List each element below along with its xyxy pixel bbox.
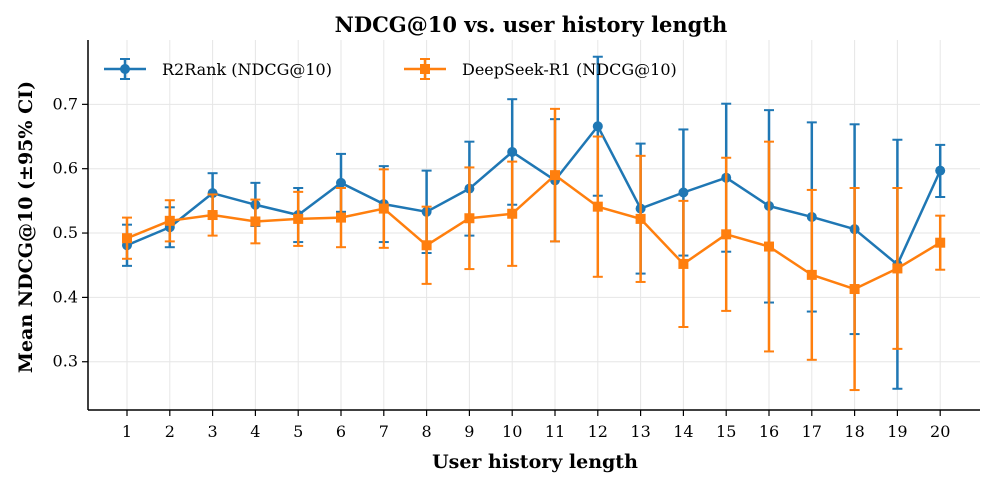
grid [88,40,980,410]
x-tick-label: 5 [293,422,303,441]
legend: R2Rank (NDCG@10) DeepSeek-R1 (NDCG@10) [104,58,677,80]
x-tick-label: 11 [545,422,565,441]
data-point [122,233,132,244]
y-tick-label: 0.5 [53,223,78,242]
data-point [336,177,346,188]
data-point [550,170,560,181]
data-point [678,187,689,198]
data-point [164,215,175,226]
x-tick-label: 17 [802,422,822,441]
data-point [935,237,946,248]
chart-title: NDCG@10 vs. user history length [335,12,728,37]
x-tick-label: 1 [122,422,132,441]
data-point [336,212,346,223]
y-tick-label: 0.6 [53,159,78,178]
data-point [421,240,432,251]
series-layer [122,55,946,392]
data-point [207,210,218,221]
data-point [935,165,946,176]
data-point [378,203,389,214]
x-tick-label: 18 [844,422,864,441]
data-point [635,213,646,224]
legend-item-1: DeepSeek-R1 (NDCG@10) [404,58,677,80]
y-axis-label: Mean NDCG@10 (±95% CI) [15,81,37,373]
axes: 1 2 3 4 5 6 7 8 9 10 11 12 13 14 15 16 17 18 19 200.30.40.5… [53,40,980,441]
legend-item-0: R2Rank (NDCG@10) [104,58,332,80]
legend-marker [120,64,130,74]
y-tick-label: 0.7 [53,94,78,113]
data-point [592,121,603,132]
x-tick-label: 6 [336,422,346,441]
data-point [721,229,732,240]
x-tick-label: 8 [422,422,432,441]
x-tick-label: 3 [208,422,218,441]
x-tick-label: 15 [716,422,736,441]
legend-label: R2Rank (NDCG@10) [162,60,332,79]
y-tick-label: 0.3 [53,352,78,371]
data-point [250,216,261,227]
x-tick-label: 10 [502,422,522,441]
legend-marker [420,64,430,74]
y-tick-label: 0.4 [53,287,78,306]
data-point [507,208,518,219]
series-0 [122,55,946,390]
data-point [464,213,475,224]
x-tick-label: 12 [588,422,608,441]
x-tick-label: 19 [887,422,907,441]
series-1 [122,107,946,392]
x-axis-label: User history length [432,451,638,473]
data-point [849,284,860,295]
x-tick-label: 16 [759,422,779,441]
x-tick-label: 20 [930,422,950,441]
x-tick-label: 9 [464,422,474,441]
data-point [806,269,817,280]
x-tick-label: 4 [250,422,260,441]
x-tick-label: 13 [630,422,650,441]
x-tick-label: 2 [165,422,175,441]
series-line [126,124,942,266]
data-point [892,263,903,274]
x-tick-label: 7 [379,422,389,441]
legend-label: DeepSeek-R1 (NDCG@10) [462,60,677,79]
series-line [126,173,941,291]
data-point [207,188,218,199]
data-point [507,146,518,157]
data-point [592,201,603,212]
data-point [764,241,774,252]
x-tick-label: 14 [673,422,693,441]
data-point [293,213,304,224]
data-point [678,258,689,269]
